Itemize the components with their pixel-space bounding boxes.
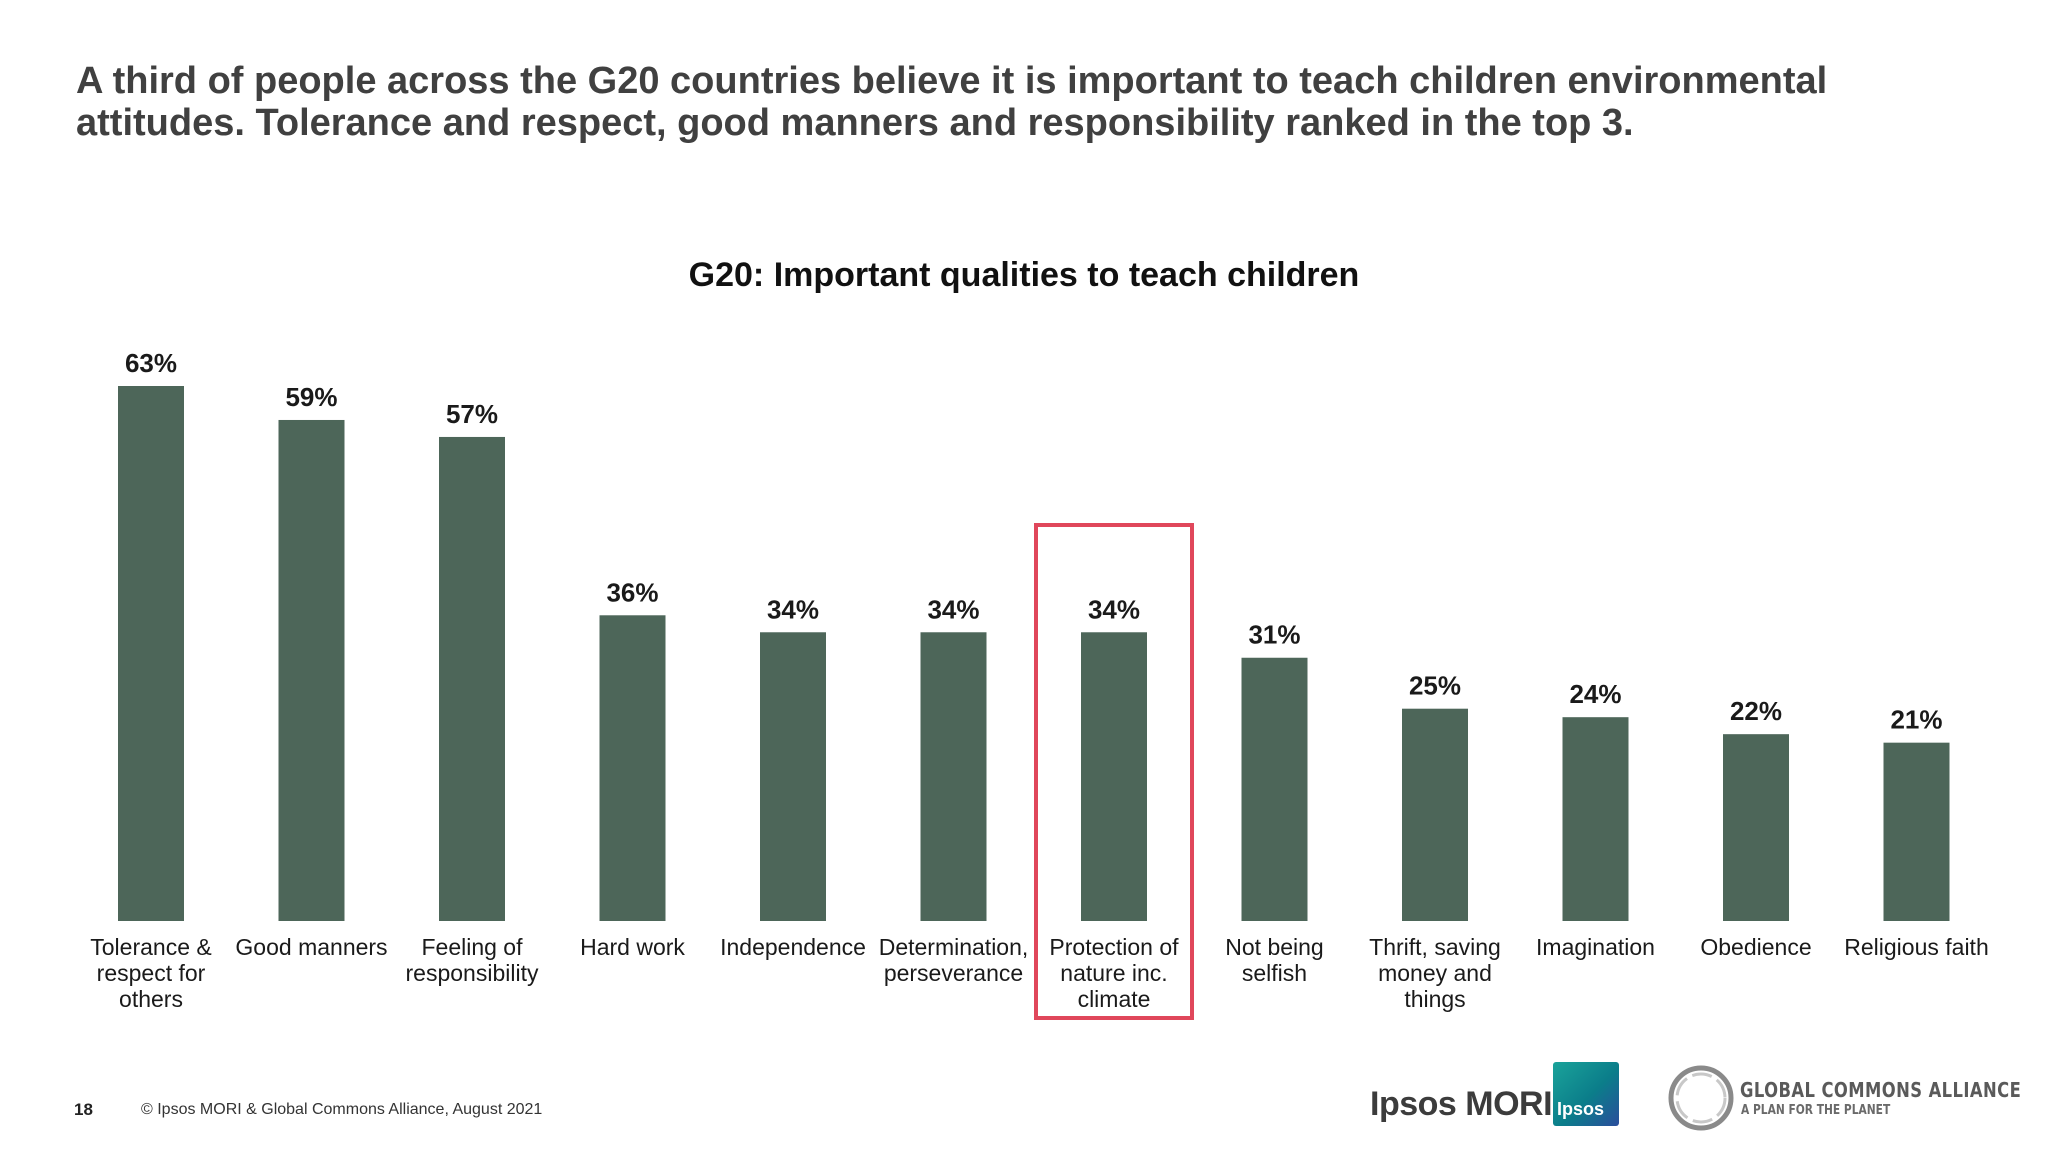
category-label-line: Good manners xyxy=(235,934,387,960)
bar xyxy=(1241,657,1308,921)
category-label-line: Hard work xyxy=(580,934,685,960)
value-label: 34% xyxy=(927,594,979,624)
bar xyxy=(599,615,666,921)
gca-ring-icon xyxy=(1668,1065,1734,1131)
ipsos-badge-text: Ipsos xyxy=(1557,1099,1605,1119)
value-label: 25% xyxy=(1409,671,1461,701)
category-label-line: Protection of xyxy=(1049,934,1179,960)
category-label: Obedience xyxy=(1700,934,1811,960)
bar xyxy=(1883,742,1950,921)
chart-title: G20: Important qualities to teach childr… xyxy=(688,256,1360,294)
category-label-line: things xyxy=(1404,986,1465,1012)
category-label: Feeling of responsibility xyxy=(406,934,539,986)
bar xyxy=(760,632,826,921)
category-labels-group: Tolerance & respect for others Good manners… xyxy=(90,934,1988,1012)
category-label-line: Independence xyxy=(720,934,866,960)
category-label-line: Not being xyxy=(1225,934,1323,960)
bar xyxy=(118,386,184,921)
gca-logo-tagline: A PLAN FOR THE PLANET xyxy=(1741,1103,1891,1118)
category-label-line: Tolerance & xyxy=(90,934,211,960)
category-label: Not being selfish xyxy=(1225,934,1323,986)
gca-logo-name: GLOBAL COMMONS ALLIANCE xyxy=(1740,1078,2022,1102)
value-label: 24% xyxy=(1569,679,1621,709)
category-label-line: perseverance xyxy=(884,960,1023,986)
ipsos-mori-logo: Ipsos MORI xyxy=(1370,1085,1553,1123)
bar xyxy=(278,419,345,921)
value-labels-group: 63% 59% 57% 36% 34% 34% 34% 31% 25% 24% 22% 21% xyxy=(125,348,1943,735)
value-label: 63% xyxy=(125,348,177,378)
value-label: 34% xyxy=(767,594,819,624)
category-label-line: Obedience xyxy=(1700,934,1811,960)
category-label-line: Religious faith xyxy=(1844,934,1988,960)
bar xyxy=(1562,717,1629,921)
copyright-text: © Ipsos MORI & Global Commons Alliance, … xyxy=(141,1101,543,1118)
category-label: Good manners xyxy=(235,934,387,960)
bar xyxy=(1402,708,1468,921)
category-label-line: Thrift, saving xyxy=(1369,934,1501,960)
category-label: Religious faith xyxy=(1844,934,1988,960)
value-label: 22% xyxy=(1730,696,1782,726)
category-label-line: respect for xyxy=(97,960,206,986)
value-label: 57% xyxy=(446,399,498,429)
category-label-line: money and xyxy=(1378,960,1492,986)
category-label-line: responsibility xyxy=(406,960,539,986)
category-label-line: Imagination xyxy=(1536,934,1655,960)
value-label: 59% xyxy=(285,382,337,412)
bar xyxy=(439,436,505,921)
category-label-line: Feeling of xyxy=(421,934,523,960)
value-label: 34% xyxy=(1088,594,1140,624)
category-label-line: nature inc. xyxy=(1060,960,1167,986)
category-label-line: others xyxy=(119,986,183,1012)
category-label: Hard work xyxy=(580,934,685,960)
category-label: Imagination xyxy=(1536,934,1655,960)
value-label: 31% xyxy=(1248,620,1300,650)
page-headline: A third of people across the G20 countri… xyxy=(76,60,1828,144)
bar xyxy=(920,632,987,921)
page-number: 18 xyxy=(74,1100,93,1119)
bars-group xyxy=(118,386,1950,921)
category-label-line: Determination, xyxy=(879,934,1029,960)
category-label: Thrift, saving money and things xyxy=(1369,934,1501,1012)
category-label: Tolerance & respect for others xyxy=(90,934,211,1012)
category-label: Determination, perseverance xyxy=(879,934,1029,986)
value-label: 36% xyxy=(606,577,658,607)
category-label-line: climate xyxy=(1078,986,1151,1012)
ipsos-badge-logo: Ipsos xyxy=(1553,1062,1619,1126)
bar xyxy=(1081,632,1147,921)
category-label-line: selfish xyxy=(1242,960,1307,986)
category-label: Protection of nature inc. climate xyxy=(1049,934,1179,1012)
highlight-box xyxy=(1034,523,1194,1020)
value-label: 21% xyxy=(1890,705,1942,735)
category-label: Independence xyxy=(720,934,866,960)
bar xyxy=(1723,734,1789,921)
